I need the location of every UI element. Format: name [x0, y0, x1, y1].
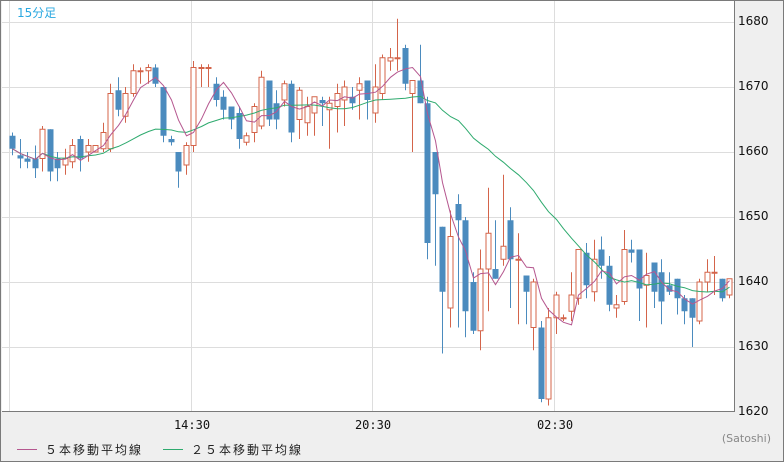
ma5-line	[12, 66, 730, 326]
y-tick-label: 1660	[738, 144, 769, 158]
ma25-swatch-icon	[163, 449, 184, 450]
y-tick-label: 1650	[738, 209, 769, 223]
timeframe-label: 15分足	[17, 6, 57, 20]
x-tick-label: 02:30	[536, 418, 574, 432]
legend-item-ma25: ２５本移動平均線	[163, 441, 303, 458]
legend-label: ５本移動平均線	[45, 443, 144, 457]
credit-label: (Satoshi)	[721, 432, 771, 445]
legend-label: ２５本移動平均線	[191, 443, 304, 457]
grid-lines	[2, 1, 734, 411]
y-tick-label: 1640	[738, 274, 769, 288]
y-tick-label: 1680	[738, 14, 769, 28]
x-tick-label: 14:30	[173, 418, 211, 432]
ma5-swatch-icon	[17, 449, 37, 450]
x-tick-label: 20:30	[354, 418, 392, 432]
candles	[9, 18, 733, 406]
legend: ５本移動平均線 ２５本移動平均線	[17, 441, 317, 458]
legend-item-ma5: ５本移動平均線	[17, 441, 143, 458]
y-tick-label: 1630	[738, 339, 769, 353]
candlestick-chart[interactable]	[2, 1, 734, 411]
y-tick-label: 1670	[738, 79, 769, 93]
ma25-line	[12, 95, 730, 293]
plot-area[interactable]: 15分足	[2, 1, 735, 412]
y-tick-label: 1620	[738, 404, 769, 418]
